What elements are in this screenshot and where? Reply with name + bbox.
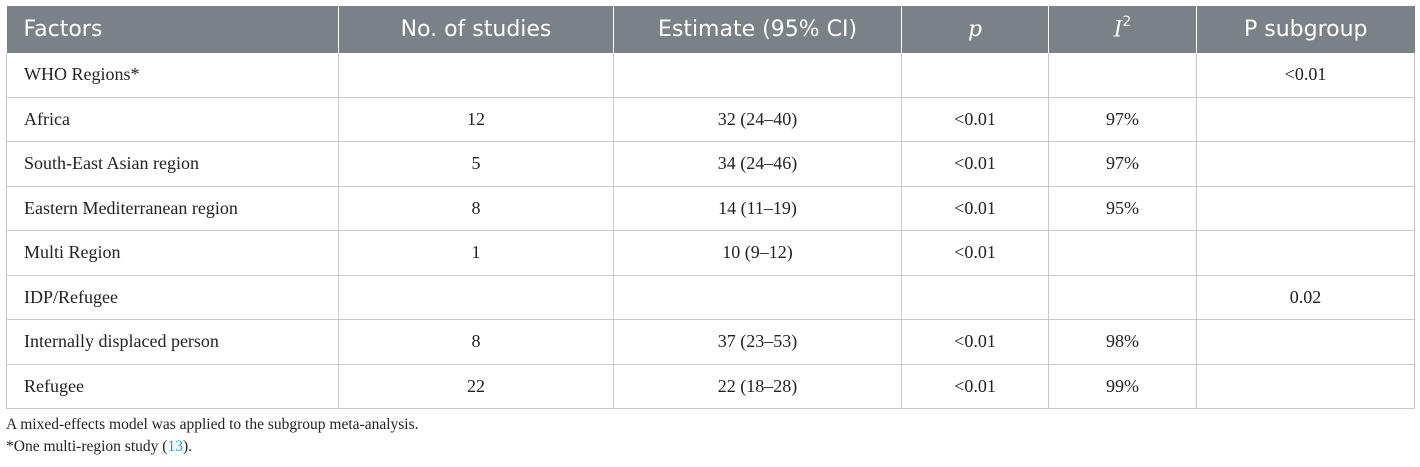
header-p: p [901,6,1049,53]
cell-p: <0.01 [901,230,1049,276]
cell-studies [338,53,614,98]
header-row: Factors No. of studies Estimate (95% CI)… [6,6,1415,53]
cell-studies: 5 [338,141,614,187]
cell-i2 [1048,275,1197,320]
cell-factor: Refugee [6,364,339,409]
cell-i2: 95% [1048,186,1197,231]
cell-estimate: 22 (18–28) [613,364,902,409]
header-p-label: p [967,17,983,42]
header-i2-superscript: 2 [1122,14,1132,31]
table-footnotes: A mixed-effects model was applied to the… [6,414,419,458]
cell-p-subgroup [1196,97,1415,142]
cell-estimate [613,53,902,98]
cell-i2 [1048,230,1197,276]
cell-p [901,53,1049,98]
cell-p-subgroup [1196,186,1415,231]
cell-estimate: 34 (24–46) [613,141,902,187]
cell-studies: 1 [338,230,614,276]
cell-studies: 8 [338,186,614,231]
cell-p: <0.01 [901,141,1049,187]
table-row: IDP/Refugee 0.02 [6,275,1415,320]
footnote-multi-region: *One multi-region study (13). [6,436,419,458]
cell-p-subgroup [1196,364,1415,409]
footnote-model: A mixed-effects model was applied to the… [6,416,419,433]
header-factors: Factors [6,6,339,53]
header-p-subgroup: P subgroup [1196,6,1415,53]
cell-factor: Eastern Mediterranean region [6,186,339,231]
cell-p-subgroup: <0.01 [1196,53,1415,98]
subgroup-table-container: Factors No. of studies Estimate (95% CI)… [6,6,1415,409]
cell-i2: 97% [1048,97,1197,142]
footnote-suffix: ). [182,438,192,455]
cell-i2 [1048,53,1197,98]
cell-p: <0.01 [901,186,1049,231]
cell-estimate [613,275,902,320]
cell-estimate: 10 (9–12) [613,230,902,276]
table-body: WHO Regions* <0.01 Africa 12 32 (24–40) … [6,53,1415,409]
table-row: WHO Regions* <0.01 [6,53,1415,98]
header-estimate: Estimate (95% CI) [613,6,902,53]
cell-i2: 98% [1048,319,1197,365]
cell-factor: Internally displaced person [6,319,339,365]
table-row: Eastern Mediterranean region 8 14 (11–19… [6,186,1415,231]
cell-studies: 22 [338,364,614,409]
cell-studies: 12 [338,97,614,142]
header-i2: I2 [1048,6,1197,53]
cell-p-subgroup [1196,319,1415,365]
cell-p: <0.01 [901,364,1049,409]
cell-p-subgroup [1196,141,1415,187]
table-header: Factors No. of studies Estimate (95% CI)… [6,6,1415,53]
cell-estimate: 32 (24–40) [613,97,902,142]
reference-link-13[interactable]: 13 [167,438,183,455]
cell-p-subgroup: 0.02 [1196,275,1415,320]
cell-factor: IDP/Refugee [6,275,339,320]
cell-estimate: 37 (23–53) [613,319,902,365]
cell-i2: 99% [1048,364,1197,409]
cell-factor: Africa [6,97,339,142]
table-row: Multi Region 1 10 (9–12) <0.01 [6,230,1415,276]
table-row: Internally displaced person 8 37 (23–53)… [6,319,1415,365]
cell-p: <0.01 [901,97,1049,142]
cell-factor: Multi Region [6,230,339,276]
table-row: South-East Asian region 5 34 (24–46) <0.… [6,141,1415,187]
header-i2-letter: I [1113,17,1123,43]
cell-p [901,275,1049,320]
table-row: Africa 12 32 (24–40) <0.01 97% [6,97,1415,142]
cell-i2: 97% [1048,141,1197,187]
header-no-of-studies: No. of studies [338,6,614,53]
cell-factor: South-East Asian region [6,141,339,187]
subgroup-analysis-table: Factors No. of studies Estimate (95% CI)… [6,6,1415,409]
cell-estimate: 14 (11–19) [613,186,902,231]
cell-studies [338,275,614,320]
footnote-prefix: *One multi-region study ( [6,438,168,455]
cell-studies: 8 [338,319,614,365]
cell-factor: WHO Regions* [6,53,339,98]
cell-p: <0.01 [901,319,1049,365]
table-row: Refugee 22 22 (18–28) <0.01 99% [6,364,1415,409]
cell-p-subgroup [1196,230,1415,276]
